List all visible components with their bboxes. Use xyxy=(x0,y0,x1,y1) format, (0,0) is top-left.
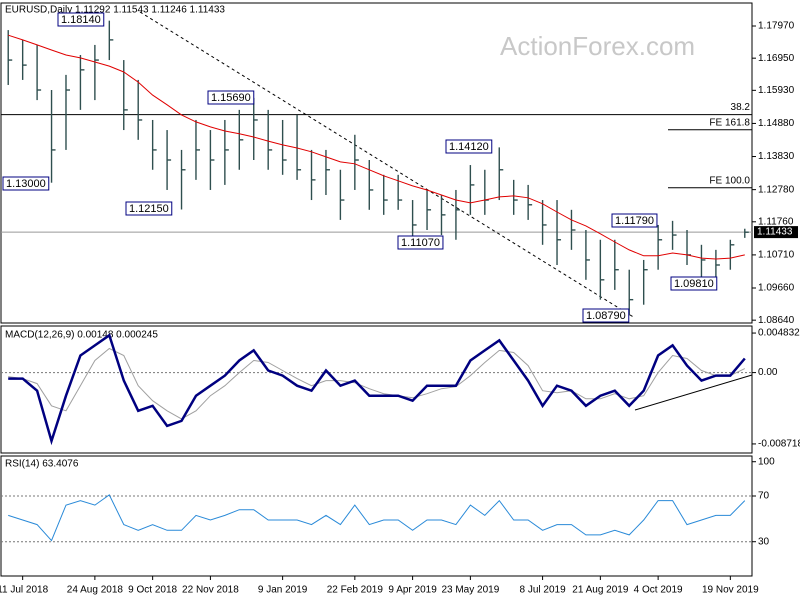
x-tick-label: 8 Jul 2019 xyxy=(520,585,567,596)
rsi-title: RSI(14) 63.4076 xyxy=(5,459,79,470)
x-tick-label: 11 Jul 2018 xyxy=(0,585,49,596)
y-tick-label: 1.12780 xyxy=(758,184,795,195)
y-tick-label: 70 xyxy=(758,491,770,502)
macd-panel xyxy=(0,325,753,454)
last-price-label: 1.11433 xyxy=(757,227,793,238)
annotation-box xyxy=(582,308,630,323)
y-tick-label: 1.10710 xyxy=(758,250,795,261)
y-tick-label: 1.09660 xyxy=(758,283,795,294)
x-tick-label: 21 Aug 2019 xyxy=(572,585,629,596)
annotation-label: 1.11070 xyxy=(401,237,440,249)
x-tick-label: 9 Oct 2018 xyxy=(128,585,177,596)
x-tick-label: 23 May 2019 xyxy=(441,585,499,596)
last-price-box xyxy=(754,226,798,239)
y-tick-label: 0.004832 xyxy=(758,328,800,339)
x-tick-label: 9 Apr 2019 xyxy=(388,585,437,596)
x-tick-label: 4 Oct 2019 xyxy=(634,585,683,596)
level-label: 38.2 xyxy=(731,102,751,113)
x-tick-label: 19 Nov 2019 xyxy=(702,585,759,596)
rsi-line xyxy=(8,494,746,542)
x-tick-label: 22 Nov 2018 xyxy=(182,585,239,596)
x-tick-label: 22 Feb 2019 xyxy=(327,585,384,596)
y-tick-label: 1.11760 xyxy=(758,216,794,227)
macd-title: MACD(12,26,9) 0.00148 0.000245 xyxy=(5,330,158,341)
annotation-box xyxy=(2,176,50,191)
annotation-box xyxy=(445,139,493,154)
trend-line xyxy=(139,11,636,319)
macd-line xyxy=(8,333,746,446)
rsi-panel xyxy=(0,455,753,577)
annotation-label: 1.18140 xyxy=(61,14,101,26)
annotation-box xyxy=(397,235,444,250)
y-tick-label: 100 xyxy=(758,456,775,467)
level-label: FE 161.8 xyxy=(709,117,750,128)
annotation-box xyxy=(611,213,658,228)
y-tick-label: 1.13830 xyxy=(758,151,795,162)
annotation-label: 1.13000 xyxy=(6,178,46,190)
level-label: FE 100.0 xyxy=(709,175,750,186)
x-tick-label: 9 Jan 2019 xyxy=(258,585,308,596)
annotation-label: 1.11790 xyxy=(615,215,654,227)
y-tick-label: 1.08640 xyxy=(758,315,795,326)
annotation-box xyxy=(125,201,173,216)
annotation-label: 1.14120 xyxy=(449,141,489,153)
y-tick-label: 0.00 xyxy=(758,367,778,378)
watermark: ActionForex.com xyxy=(500,31,695,61)
annotation-label: 1.08790 xyxy=(586,310,626,322)
moving-average xyxy=(8,34,745,260)
signal-line xyxy=(8,347,746,420)
annotation-box xyxy=(670,276,718,291)
y-tick-label: -0.008718 xyxy=(758,439,800,450)
annotation-label: 1.15690 xyxy=(211,92,251,104)
annotation-box xyxy=(57,12,105,27)
y-tick-label: 1.15930 xyxy=(758,85,795,96)
macd-trend-line xyxy=(634,374,753,411)
y-tick-label: 1.17970 xyxy=(758,21,795,32)
price-title: EURUSD,Daily 1.11292 1.11543 1.11246 1.1… xyxy=(5,5,225,16)
annotation-label: 1.09810 xyxy=(674,278,714,290)
x-tick-label: 24 Aug 2018 xyxy=(67,585,124,596)
y-tick-label: 1.16950 xyxy=(758,53,795,64)
y-tick-label: 30 xyxy=(758,536,770,547)
annotation-box xyxy=(207,90,255,105)
y-tick-label: 1.14880 xyxy=(758,118,795,129)
annotation-label: 1.12150 xyxy=(129,203,169,215)
price-panel xyxy=(0,2,753,324)
